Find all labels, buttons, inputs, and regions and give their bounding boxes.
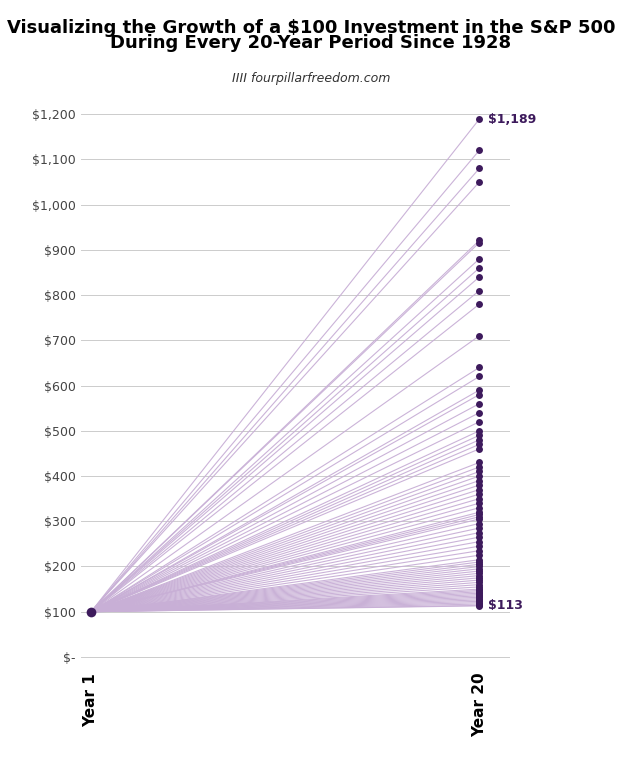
Text: Year 20: Year 20 — [472, 673, 487, 738]
Text: $1,189: $1,189 — [488, 113, 536, 126]
Text: Visualizing the Growth of a $100 Investment in the S&P 500: Visualizing the Growth of a $100 Investm… — [7, 19, 615, 37]
Text: IIII fourpillarfreedom.com: IIII fourpillarfreedom.com — [232, 72, 390, 85]
Text: During Every 20-Year Period Since 1928: During Every 20-Year Period Since 1928 — [111, 34, 511, 53]
Text: Year 1: Year 1 — [83, 673, 98, 727]
Text: $113: $113 — [488, 600, 522, 613]
